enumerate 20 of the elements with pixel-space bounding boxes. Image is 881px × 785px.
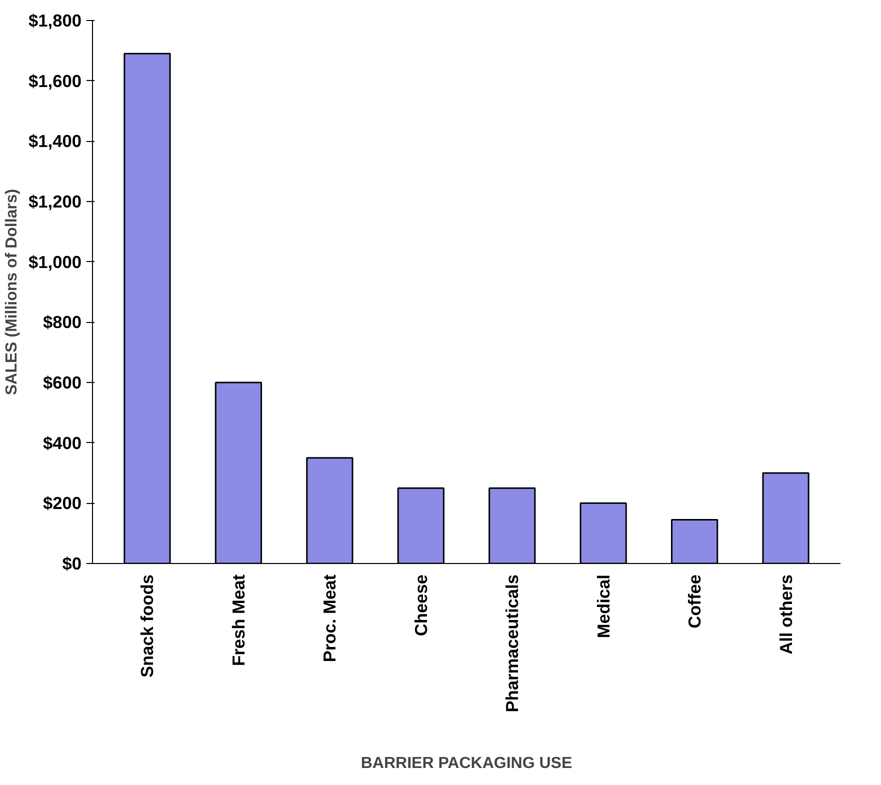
- y-tick-label: $1,400: [28, 131, 82, 152]
- x-tick-label: Cheese: [410, 574, 431, 636]
- x-tick-label: Medical: [593, 574, 614, 638]
- y-tick-label: $800: [42, 312, 82, 332]
- y-tick-label: $200: [42, 493, 82, 514]
- x-axis-title: BARRIER PACKAGING USE: [360, 755, 572, 772]
- x-tick-label: Snack foods: [137, 574, 158, 678]
- y-tick-label: $1,000: [28, 252, 82, 272]
- y-tick-label: $400: [42, 432, 82, 453]
- x-tick-label: Coffee: [684, 574, 705, 628]
- x-tick-label: Pharmaceuticals: [502, 574, 522, 712]
- y-tick-label: $600: [42, 372, 82, 392]
- x-tick-label: Fresh Meat: [228, 574, 248, 666]
- x-tick-label: All others: [776, 574, 796, 654]
- y-tick-label: $0: [62, 554, 82, 574]
- y-tick-label: $1,800: [28, 10, 82, 30]
- y-tick-label: $1,200: [28, 192, 82, 212]
- x-tick-label: Proc. Meat: [320, 574, 340, 662]
- y-tick-label: $1,600: [28, 70, 82, 91]
- y-axis-title: SALES (Millions of Dollars): [4, 188, 20, 396]
